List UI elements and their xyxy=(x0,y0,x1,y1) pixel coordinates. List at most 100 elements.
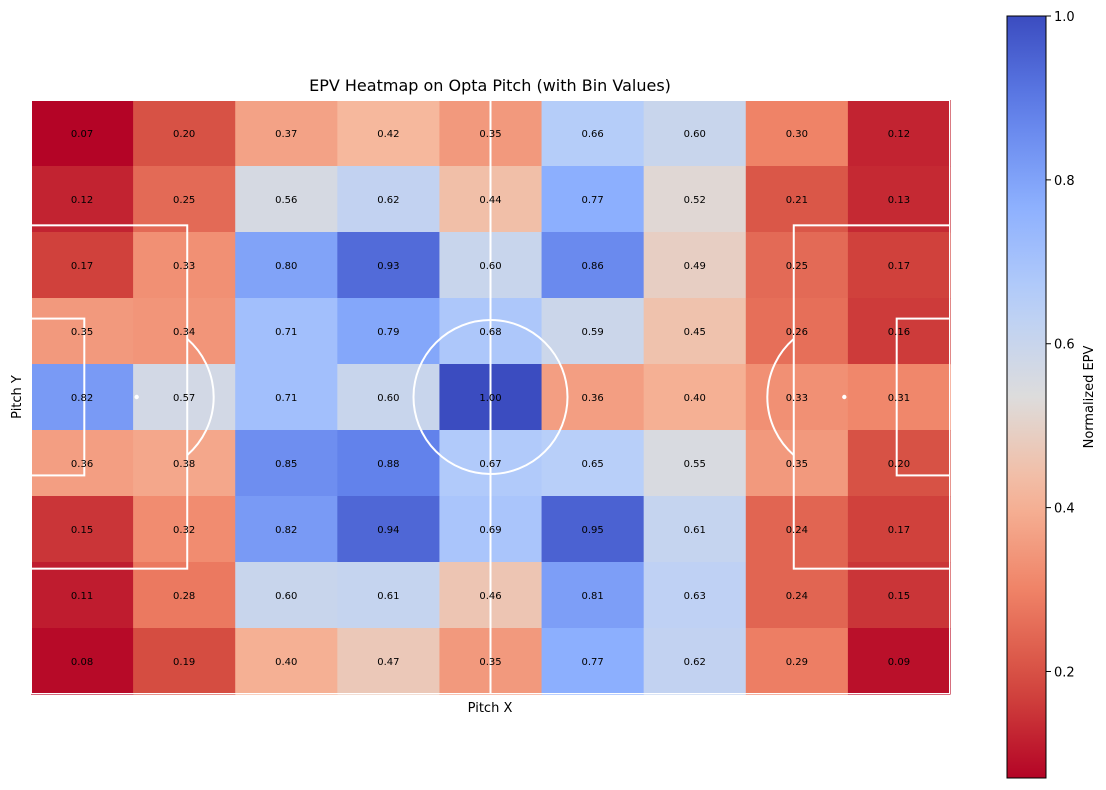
heatmap-cell xyxy=(235,298,338,365)
heatmap-cell xyxy=(847,298,951,365)
heatmap-cell xyxy=(31,100,134,167)
heatmap-cell xyxy=(133,298,236,365)
heatmap-cell xyxy=(31,562,134,629)
heatmap-cell xyxy=(745,562,849,629)
colorbar-label: Normalized EPV xyxy=(1082,345,1097,448)
cell-value-label: 0.07 xyxy=(71,129,93,140)
cell-value-label: 0.34 xyxy=(173,327,195,338)
colorbar: 0.2 0.4 0.6 0.8 1.0 Normalized EPV xyxy=(1006,10,1097,779)
cell-value-label: 0.20 xyxy=(173,129,195,140)
heatmap-cell xyxy=(337,628,441,695)
cell-value-label: 0.77 xyxy=(581,195,603,206)
cell-value-label: 0.71 xyxy=(275,327,297,338)
right-six-yard-box xyxy=(895,317,950,477)
cell-value-label: 0.17 xyxy=(888,525,910,536)
right-penalty-area xyxy=(792,224,950,570)
cell-value-label: 0.28 xyxy=(173,591,195,602)
cell-value-label: 0.12 xyxy=(71,195,93,206)
cell-value-label: 0.09 xyxy=(888,657,910,668)
heatmap-cell xyxy=(643,496,747,563)
cell-value-label: 0.40 xyxy=(275,657,297,668)
heatmap-cell xyxy=(133,562,236,629)
cell-value-label: 0.79 xyxy=(377,327,399,338)
heatmap-cell xyxy=(745,166,849,233)
cell-value-label: 0.61 xyxy=(684,525,706,536)
cell-value-label: 0.11 xyxy=(71,591,93,602)
right-penalty-arc xyxy=(766,338,795,456)
cell-value-label: 0.60 xyxy=(275,591,297,602)
heatmap-cell xyxy=(541,100,645,167)
cell-value-label: 0.65 xyxy=(581,459,603,470)
cell-value-label: 0.12 xyxy=(888,129,910,140)
heatmap-cell xyxy=(31,232,134,299)
heatmap-cell xyxy=(337,298,441,365)
cell-value-label: 0.35 xyxy=(71,327,93,338)
cell-value-label: 0.55 xyxy=(684,459,706,470)
cell-value-label: 0.59 xyxy=(581,327,603,338)
heatmap-cell xyxy=(235,496,338,563)
heatmap-cell xyxy=(133,628,236,695)
cell-value-label: 0.63 xyxy=(684,591,706,602)
cell-value-label: 0.47 xyxy=(377,657,399,668)
cell-value-label: 0.62 xyxy=(377,195,399,206)
heatmap-cell xyxy=(643,562,747,629)
heatmap-cell xyxy=(847,364,951,431)
cell-value-label: 0.33 xyxy=(173,261,195,272)
cell-value-label: 0.17 xyxy=(71,261,93,272)
heatmap-cell xyxy=(337,166,441,233)
left-six-yard-box xyxy=(31,317,86,477)
colorbar-tick-label: 1.0 xyxy=(1054,10,1075,25)
heatmap-cell xyxy=(31,628,134,695)
heatmap-cell xyxy=(235,364,338,431)
cell-value-label: 0.86 xyxy=(581,261,603,272)
cell-value-label: 0.60 xyxy=(479,261,501,272)
heatmap-cell xyxy=(541,364,645,431)
cell-value-label: 0.81 xyxy=(581,591,603,602)
right-penalty-spot xyxy=(842,394,847,400)
cell-value-label: 0.08 xyxy=(71,657,93,668)
heatmap-cell xyxy=(745,430,849,497)
heatmap-cell xyxy=(31,496,134,563)
cell-value-label: 0.29 xyxy=(786,657,808,668)
cell-value-label: 0.66 xyxy=(581,129,603,140)
cell-value-label: 0.71 xyxy=(275,393,297,404)
left-penalty-area xyxy=(31,224,189,570)
heatmap-cell xyxy=(847,628,951,695)
cell-value-label: 0.77 xyxy=(581,657,603,668)
cell-value-label: 0.15 xyxy=(888,591,910,602)
left-penalty-spot xyxy=(134,394,139,400)
cell-value-labels: 0.07 0.20 0.37 0.42 0.35 0.66 0.60 0.30 0.12 0.12… xyxy=(71,129,910,668)
cell-value-label: 0.68 xyxy=(479,327,501,338)
cell-value-label: 0.57 xyxy=(173,393,195,404)
cell-value-label: 0.33 xyxy=(786,393,808,404)
left-penalty-arc xyxy=(186,338,215,456)
heatmap-cell xyxy=(541,562,645,629)
heatmap-cell xyxy=(847,232,951,299)
cell-value-label: 0.40 xyxy=(684,393,706,404)
heatmap-cell xyxy=(235,166,338,233)
heatmap-cell xyxy=(745,100,849,167)
heatmap-cell xyxy=(643,100,747,167)
cell-value-label: 0.61 xyxy=(377,591,399,602)
heatmap-cell xyxy=(541,628,645,695)
x-axis-label: Pitch X xyxy=(468,701,513,716)
cell-value-label: 0.88 xyxy=(377,459,399,470)
heatmap-cell xyxy=(133,364,236,431)
cell-value-label: 0.94 xyxy=(377,525,399,536)
cell-value-label: 0.46 xyxy=(479,591,501,602)
cell-value-label: 0.80 xyxy=(275,261,297,272)
heatmap-cell xyxy=(541,166,645,233)
colorbar-gradient xyxy=(1006,15,1047,779)
cell-value-label: 0.32 xyxy=(173,525,195,536)
cell-value-label: 0.25 xyxy=(173,195,195,206)
cell-value-label: 0.82 xyxy=(71,393,93,404)
cell-value-label: 0.60 xyxy=(684,129,706,140)
cell-value-label: 1.00 xyxy=(479,393,501,404)
colorbar-tick-label: 0.4 xyxy=(1054,502,1075,517)
cell-value-label: 0.38 xyxy=(173,459,195,470)
heatmap-cell xyxy=(235,628,338,695)
heatmap-cell xyxy=(235,100,338,167)
heatmap-cell xyxy=(337,364,441,431)
heatmap-cell xyxy=(847,562,951,629)
cell-value-label: 0.67 xyxy=(479,459,501,470)
